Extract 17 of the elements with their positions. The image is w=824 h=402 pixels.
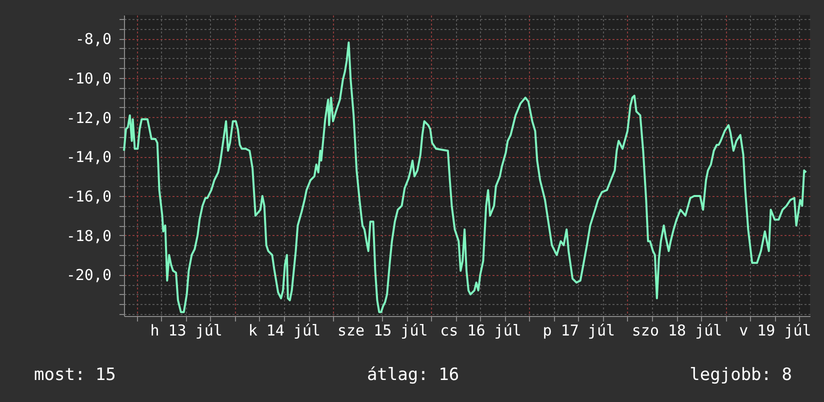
y-tick-label: -20,0: [66, 266, 112, 284]
x-tick-label: k 14 júl: [248, 322, 321, 340]
x-tick-label: p 17 júl: [542, 322, 616, 340]
x-tick-label: h 13 júl: [150, 322, 222, 340]
y-tick-label: -16,0: [66, 187, 112, 206]
x-tick-label: v 19 júl: [739, 322, 812, 340]
text: legjobb: 8: [690, 365, 792, 385]
x-tick-label: sze 15 júl: [337, 322, 428, 340]
text: átlag: 16: [366, 365, 460, 385]
y-tick-label: -10,0: [66, 69, 112, 88]
y-tick-label: -12,0: [66, 108, 112, 127]
x-tick-label: szo 18 júl: [632, 322, 722, 340]
text: most: 15: [34, 365, 116, 385]
y-tick-label: -14,0: [66, 148, 112, 166]
y-tick-label: -8,0: [75, 30, 112, 48]
y-tick-label: -18,0: [66, 226, 112, 245]
x-tick-label: cs 16 júl: [440, 322, 522, 340]
